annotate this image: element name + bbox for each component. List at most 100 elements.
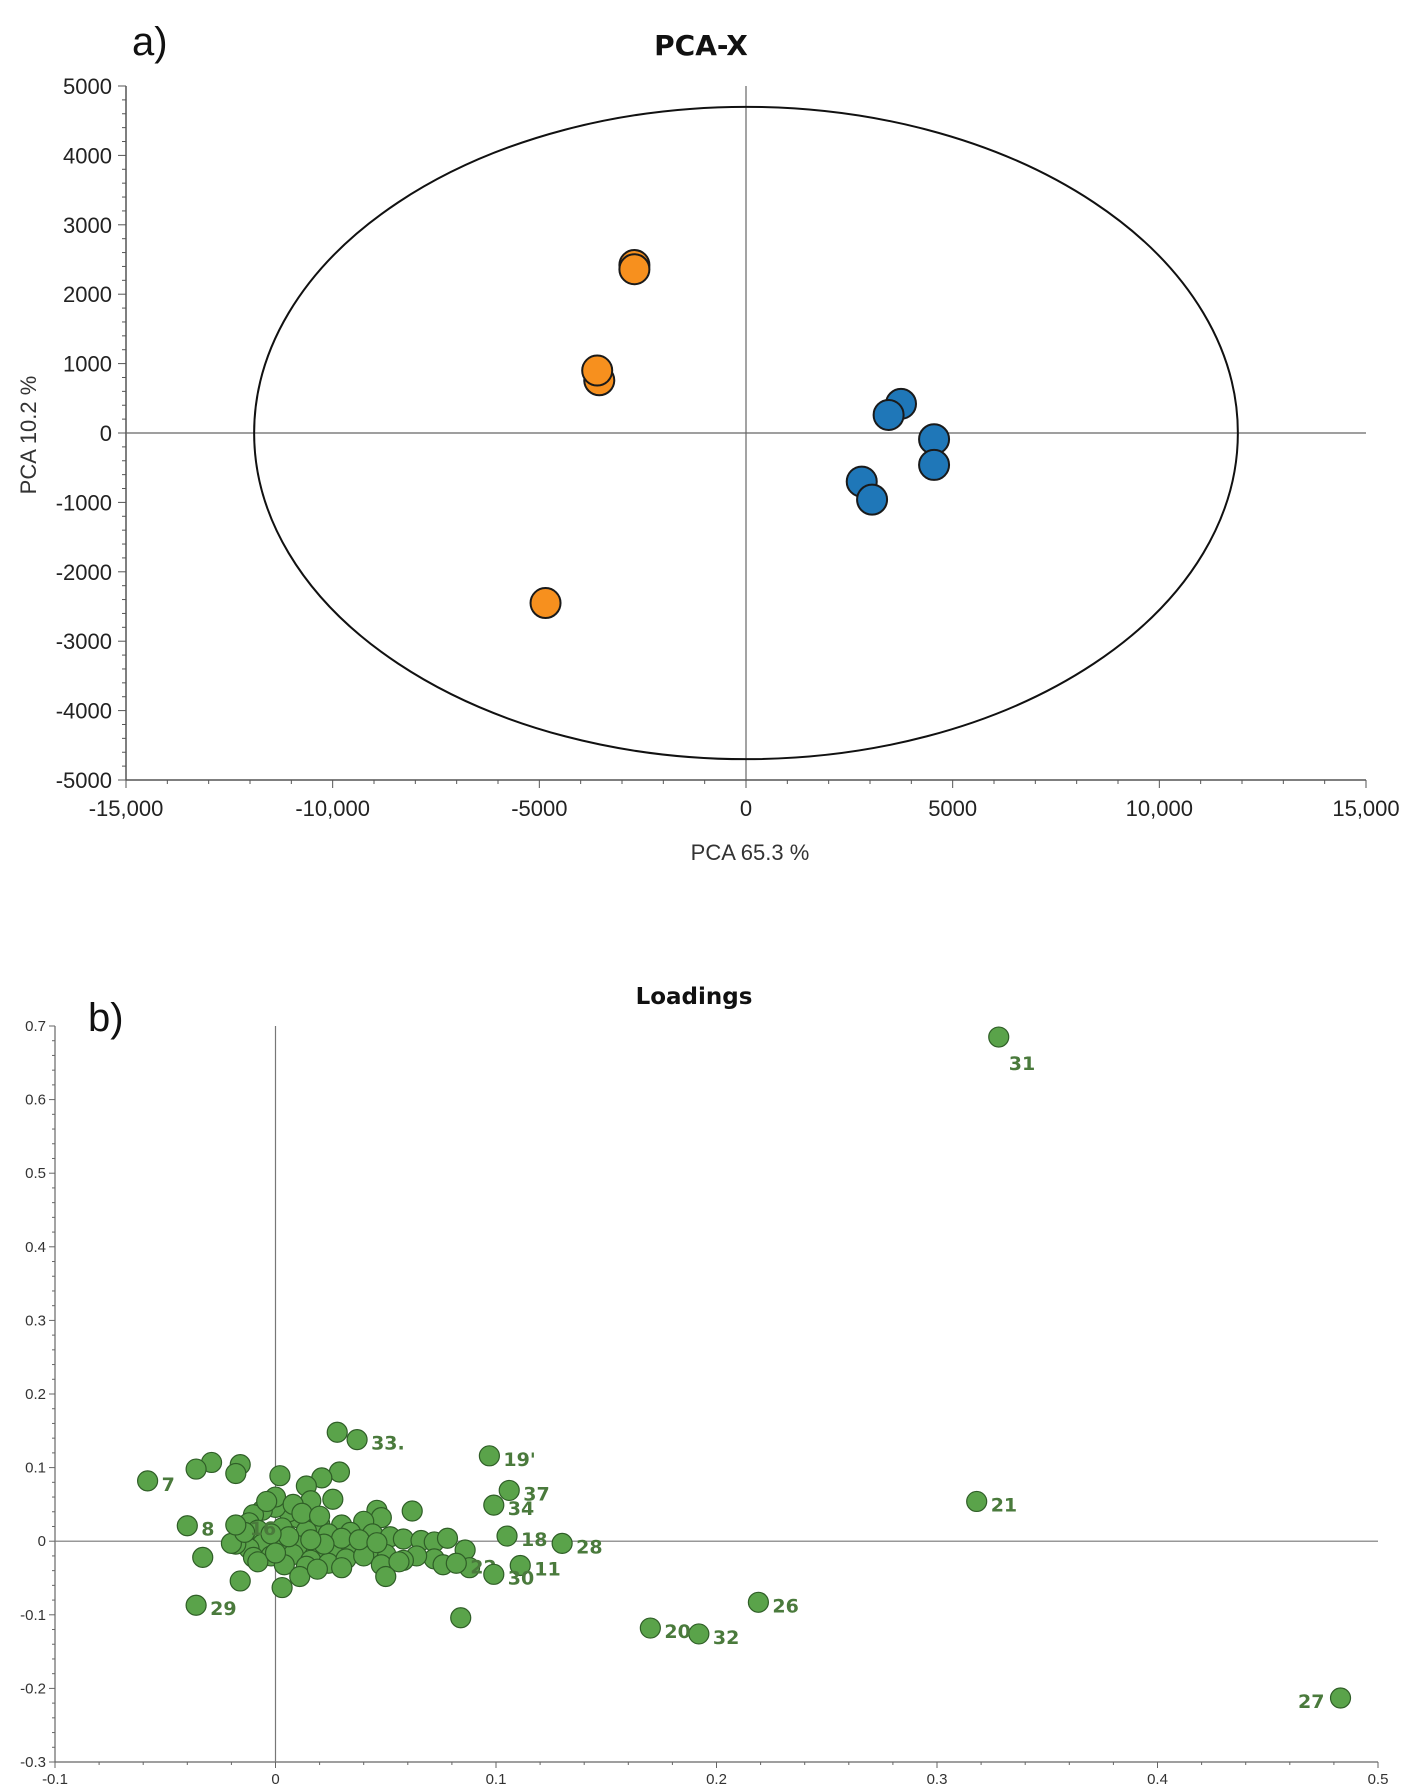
panel-b-y-tick-label: -0.3 xyxy=(20,1754,46,1771)
panel-b-x-tick-label: 0.3 xyxy=(927,1771,948,1788)
panel-b-loading-point xyxy=(278,1526,300,1548)
panel-a-x-tick-label: 0 xyxy=(740,796,752,821)
panel-b-point-label: 18 xyxy=(521,1529,547,1551)
panel-b-loading-point xyxy=(309,1505,331,1527)
panel-a-y-tick-label: -1000 xyxy=(56,490,112,515)
panel-b-labeled-point xyxy=(185,1594,207,1616)
panel-b-point-label: 27 xyxy=(1298,1691,1324,1713)
panel-a-y-tick-label: 0 xyxy=(100,421,112,446)
panel-b-loading-point xyxy=(269,1465,291,1487)
panel-a-point-group-orange xyxy=(618,253,651,286)
panel-b-labeled-point xyxy=(478,1445,500,1467)
panel-a-y-tick-label: 5000 xyxy=(63,74,112,99)
panel-b-loading-point xyxy=(326,1421,348,1443)
panel-a-y-tick-label: -5000 xyxy=(56,768,112,793)
panel-b-point-label: 32 xyxy=(713,1627,739,1649)
panel-a-point-group-orange xyxy=(529,587,562,620)
panel-a-point-group-blue xyxy=(918,448,951,481)
panel-b-loading-point xyxy=(271,1576,293,1599)
panel-b-loading-point xyxy=(247,1551,269,1573)
panel-a-y-tick-label: 4000 xyxy=(63,143,112,168)
panel-b-ticks: -0.1 0 0.1 0.2 0.3 0.4 0.5 0.7 0.6 0.5 0.4 0.3 0.2 0.… xyxy=(20,1018,1388,1788)
panel-a-x-tick-label: 15,000 xyxy=(1332,796,1399,821)
panel-b-loading-point xyxy=(322,1488,344,1510)
panel-b-x-tick-label: -0.1 xyxy=(42,1771,68,1788)
panel-a-x-tick-label: -15,000 xyxy=(89,796,164,821)
panel-b-labeled-point xyxy=(498,1479,520,1502)
panel-b-x-tick-label: 0.2 xyxy=(706,1771,727,1788)
panel-b-y-tick-label: 0.3 xyxy=(25,1312,46,1329)
panel-b-point-label: 20 xyxy=(664,1621,690,1643)
panel-b-x-tick-label: 0.1 xyxy=(486,1771,507,1788)
panel-a-pca-scores: a) PCA-X PCA 65.3 % PCA 10.2 % -15,000 -1… xyxy=(16,20,1400,865)
panel-b-loading-point xyxy=(291,1502,313,1524)
panel-b-loading-point xyxy=(388,1551,410,1573)
panel-b-labeled-point xyxy=(346,1429,368,1451)
panel-b-loadings: b) Loadings -0.1 0 0.1 0.2 0.3 0.4 0.5 0.7 0.6 0.… xyxy=(20,984,1388,1788)
panel-b-loading-point xyxy=(401,1500,423,1522)
panel-a-title: PCA-X xyxy=(654,29,748,62)
panel-b-loading-point xyxy=(256,1490,278,1513)
panel-b-labeled-point xyxy=(137,1470,159,1492)
panel-a-point-group-blue xyxy=(872,398,905,431)
panel-a-x-axis-label: PCA 65.3 % xyxy=(691,840,810,865)
panel-b-point-label: 11 xyxy=(534,1558,560,1580)
panel-b-y-tick-label: 0.5 xyxy=(25,1165,46,1182)
panel-b-labeled-point xyxy=(445,1552,467,1574)
panel-a-y-tick-label: -4000 xyxy=(56,699,112,724)
panel-b-x-tick-label: 0.5 xyxy=(1368,1771,1389,1788)
panel-b-point-label: 31 xyxy=(1009,1053,1035,1075)
panel-b-loading-point xyxy=(225,1462,247,1485)
panel-b-loading-point xyxy=(331,1557,353,1579)
panel-b-loading-point xyxy=(185,1458,207,1480)
panel-a-y-tick-label: 2000 xyxy=(63,282,112,307)
panel-a-y-axis-label: PCA 10.2 % xyxy=(16,376,41,495)
panel-b-labeled-point xyxy=(688,1623,710,1645)
panel-b-labeled-point xyxy=(483,1494,505,1516)
panel-a-x-tick-label: -5000 xyxy=(511,796,567,821)
panel-b-labeled-point xyxy=(1329,1687,1352,1709)
panel-b-loading-point xyxy=(289,1565,311,1588)
panel-b-loading-point xyxy=(450,1607,472,1629)
panel-b-labeled-point xyxy=(496,1525,518,1547)
panel-b-loading-point xyxy=(300,1529,322,1551)
panel-a-y-tick-label: 1000 xyxy=(63,352,112,377)
panel-b-y-tick-label: 0.7 xyxy=(25,1018,46,1035)
panel-a-x-tick-label: 5000 xyxy=(928,796,977,821)
panel-b-y-tick-label: -0.2 xyxy=(20,1680,46,1697)
panel-a-point-group-orange xyxy=(581,354,614,387)
panel-b-labeled-point xyxy=(747,1591,769,1613)
panel-a-ticks: -15,000 -10,000 -5000 0 5000 10,000 15,000 5000… xyxy=(56,74,1400,821)
panel-b-labeled-point xyxy=(509,1554,531,1577)
panel-b-loading-point xyxy=(264,1542,287,1564)
panel-b-labeled-point xyxy=(225,1514,247,1536)
panel-b-point-label: 16 xyxy=(250,1518,276,1540)
panel-b-loading-point xyxy=(192,1546,214,1568)
panel-b-y-tick-label: 0.6 xyxy=(25,1092,46,1109)
panel-b-y-tick-label: 0.1 xyxy=(25,1460,46,1477)
panel-b-y-tick-label: 0 xyxy=(38,1533,46,1550)
panel-b-loading-point xyxy=(436,1527,459,1549)
panel-b-title: Loadings xyxy=(636,984,753,1010)
panel-a-y-tick-label: 3000 xyxy=(63,213,112,238)
panel-b-point-label: 33. xyxy=(371,1433,405,1455)
panel-b-loading-point xyxy=(366,1532,388,1554)
panel-a-y-tick-label: -2000 xyxy=(56,560,112,585)
panel-b-point-label: 34 xyxy=(508,1498,534,1520)
panel-b-labeled-point xyxy=(551,1532,573,1555)
panel-b-point-label: 21 xyxy=(991,1494,1017,1516)
panel-a-point-group-blue xyxy=(856,483,889,516)
panel-a-x-tick-label: 10,000 xyxy=(1126,796,1193,821)
panel-b-point-label: 30 xyxy=(508,1567,534,1589)
panel-a-points xyxy=(253,105,1239,761)
panel-a-y-tick-label: -3000 xyxy=(56,629,112,654)
panel-b-y-tick-label: -0.1 xyxy=(20,1607,46,1624)
panel-b-point-label: 37 xyxy=(523,1483,549,1505)
panel-b-loading-point xyxy=(348,1529,370,1551)
panel-b-x-tick-label: 0.4 xyxy=(1147,1771,1168,1788)
panel-b-point-label: 19' xyxy=(503,1449,535,1471)
panel-b-loading-point xyxy=(375,1565,397,1588)
